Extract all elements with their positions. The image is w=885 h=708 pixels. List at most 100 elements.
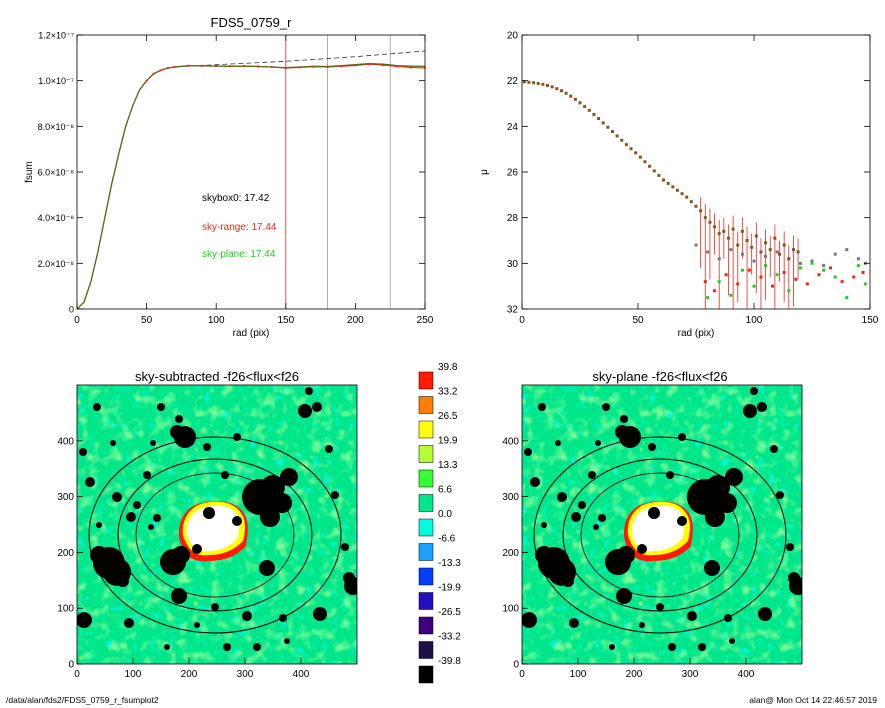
mu-point-sky-range-core: [583, 105, 586, 108]
colorbar-swatch: [418, 445, 434, 463]
mu-point-sky-range: [794, 277, 798, 281]
xtick-label: 0: [74, 315, 80, 326]
colorbar-swatch: [418, 396, 434, 414]
mu-point-sky-range-core: [565, 92, 567, 95]
mu-point-sky-range-core: [602, 122, 604, 124]
xtick-label: 50: [141, 315, 153, 326]
fsum-point: [187, 64, 190, 67]
mu-point-sky-range-core: [723, 230, 725, 233]
mu-point-sky-plane: [729, 293, 733, 297]
mu-point-sky-range-core: [746, 239, 748, 242]
ytick-label: 0: [68, 660, 74, 671]
axes-frame-mu: [521, 34, 871, 310]
ticks-mu: 0 50 100 150 20 22 24 26 28 30 32: [507, 31, 879, 327]
ticks-sky-plane: 0 100 200 300 400 0 100 200 300 400: [502, 436, 754, 680]
mu-point-skybox: [822, 264, 826, 268]
xtick-label: 100: [208, 315, 225, 326]
mu-point-sky-range-core: [755, 235, 758, 237]
ytick-label: 32: [507, 305, 519, 316]
xtick-label: 150: [862, 315, 879, 326]
mu-point-sky-plane: [863, 282, 867, 286]
mu-point-sky-range-core: [611, 130, 614, 133]
mu-point-sky-range-core: [736, 244, 739, 246]
ytick-label: 0: [513, 660, 519, 671]
mu-point-sky-range-core: [620, 139, 623, 142]
mu-point-sky-range-core: [695, 205, 697, 208]
xlabel-mu: rad (pix): [678, 328, 715, 339]
xtick-label: 100: [570, 669, 587, 680]
image-sky-plane: [521, 385, 807, 664]
mu-point-skybox: [694, 243, 698, 247]
mu-point-sky-plane: [798, 266, 802, 270]
fsum-point: [229, 65, 232, 68]
mu-point-sky-range-core: [560, 89, 563, 92]
mu-point-sky-range-core: [523, 81, 526, 83]
xtick-label: 400: [738, 669, 755, 680]
fsum-point: [354, 64, 357, 67]
colorbar-label: -6.6: [438, 534, 456, 545]
mu-point-sky-plane: [810, 261, 814, 265]
mu-point-sky-range-core: [764, 241, 767, 244]
mu-point-sky-plane: [845, 296, 849, 300]
mu-point-skybox: [833, 252, 837, 256]
fsum-point: [145, 79, 148, 82]
ytick-label: 400: [57, 436, 74, 447]
series-red: [77, 63, 425, 309]
mu-point-sky-range: [724, 273, 728, 277]
series-olive: [77, 62, 425, 309]
mu-point-sky-range-core: [597, 117, 600, 120]
mu-point-sky-range: [782, 270, 786, 274]
mu-point-sky-range-core: [713, 226, 716, 228]
mu-point-sky-range-core: [681, 192, 683, 195]
ytick-label: 100: [502, 604, 519, 615]
title-sky-plane: sky-plane -f26<flux<f26: [592, 369, 727, 384]
mu-point-sky-plane: [764, 264, 768, 268]
mu-point-sky-range-core: [574, 98, 577, 101]
colorbar-swatch: [418, 641, 434, 659]
mu-point-sky-range-core: [797, 251, 799, 253]
colorbar-label: 19.9: [438, 436, 458, 447]
mu-point-skybox: [706, 250, 710, 254]
ytick-label: 24: [507, 122, 519, 133]
colorbar-label: 0.0: [438, 509, 452, 520]
mu-point-sky-range-core: [542, 83, 544, 86]
mu-point-sky-range-core: [750, 246, 753, 249]
axes-frame-sky-subtracted: [76, 384, 358, 665]
colorbar-swatch: [418, 543, 434, 561]
colorbar-swatch: [418, 518, 434, 537]
mu-point-sky-plane: [787, 289, 791, 293]
mu-point-sky-range-core: [672, 186, 674, 188]
mu-point-sky-range-core: [718, 232, 720, 235]
xtick-label: 250: [417, 315, 434, 326]
mu-point-sky-range: [747, 268, 751, 272]
annotation-sky-range: sky-range: 17.44: [202, 222, 277, 233]
mu-point-sky-range-core: [556, 87, 558, 90]
fsum-point: [340, 65, 343, 68]
mu-point-skybox: [856, 257, 860, 261]
ytick-label: 0: [69, 305, 74, 315]
mu-point-sky-range: [829, 266, 833, 270]
mu-point-sky-range-core: [625, 143, 628, 146]
colorbar-label: -13.3: [438, 558, 461, 569]
fsum-point: [326, 65, 329, 68]
colorbar-label: -39.8: [438, 656, 461, 667]
mu-point-sky-plane: [775, 273, 779, 277]
mu-point-sky-range-core: [699, 210, 702, 212]
mu-point-sky-range-core: [528, 81, 530, 84]
ytick-label: 1.0×10⁻⁷: [38, 76, 74, 86]
mu-point-sky-range: [713, 289, 717, 293]
mu-point-sky-range-core: [704, 216, 707, 219]
ytick-label: 400: [502, 436, 519, 447]
mu-point-sky-range-core: [644, 160, 646, 163]
mu-point-sky-range: [771, 284, 775, 288]
mu-point-sky-range-core: [658, 174, 660, 177]
xtick-label: 300: [682, 669, 699, 680]
mu-point-skybox: [798, 261, 802, 265]
fsum-point: [159, 69, 162, 72]
colorbar-swatch: [418, 420, 434, 439]
colorbar-label: -26.5: [438, 607, 461, 618]
annotation-sky-plane: sky-plane: 17.44: [202, 249, 276, 260]
fsum-point: [152, 72, 155, 75]
colorbar: 39.8 33.2 26.5 19.9 13.3 6.6 0.0 -6.6 -13.3 -19.9…: [418, 362, 461, 684]
mu-point-sky-range-core: [774, 237, 776, 240]
